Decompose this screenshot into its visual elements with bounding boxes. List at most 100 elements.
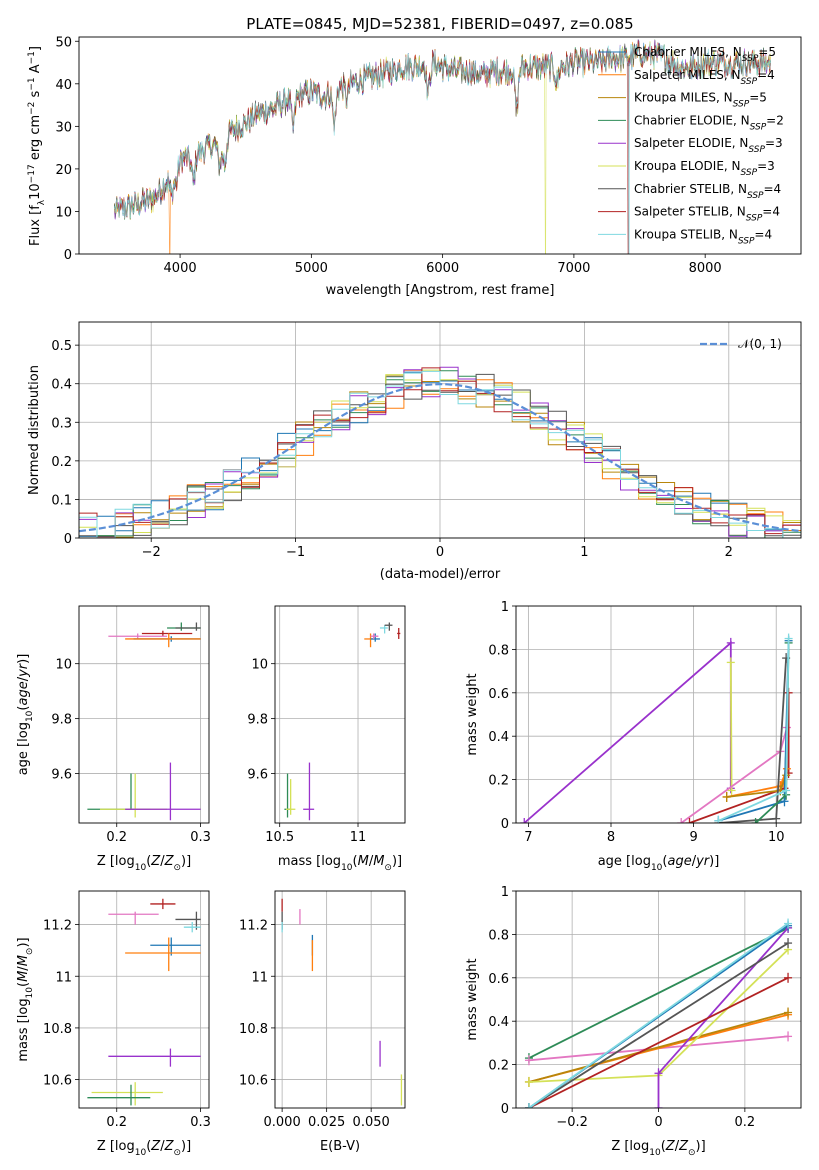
weight-line bbox=[528, 927, 789, 1059]
y-tick-label: 0.5 bbox=[51, 339, 72, 354]
legend: Chabrier MILES, NSSP=5 Salpeter MILES, NS… bbox=[598, 45, 784, 246]
x-tick-label: −2 bbox=[142, 545, 161, 560]
plot-area bbox=[275, 891, 405, 1108]
legend-entry: Chabrier ELODIE, NSSP=2 bbox=[634, 113, 784, 132]
legend-entry: Salpeter ELODIE, NSSP=3 bbox=[634, 136, 783, 155]
x-tick-label: 10.5 bbox=[265, 830, 294, 845]
y-tick-label: 0.8 bbox=[488, 928, 509, 943]
y-tick-label: 0.4 bbox=[488, 730, 509, 745]
y-axis-label: mass weight bbox=[465, 673, 480, 755]
histogram-step bbox=[79, 370, 801, 538]
axes-frame bbox=[78, 321, 802, 539]
legend-entry: Salpeter MILES, NSSP=4 bbox=[634, 68, 775, 87]
spectrum-line bbox=[114, 42, 771, 254]
y-tick-label: 9.6 bbox=[247, 768, 268, 783]
y-tick-label: 0.2 bbox=[488, 1059, 509, 1074]
plot-area bbox=[79, 891, 209, 1108]
plot-area bbox=[114, 38, 771, 254]
axes-frame bbox=[78, 605, 210, 824]
x-tick-label: 0 bbox=[436, 545, 444, 560]
axes-frame bbox=[515, 605, 802, 824]
x-tick-label: 9 bbox=[689, 830, 697, 845]
y-tick-label: 40 bbox=[55, 78, 72, 93]
legend-entry: 𝒩(0, 1) bbox=[738, 337, 782, 351]
y-tick-label: 11 bbox=[55, 970, 72, 985]
weight-Z-axes: −0.2 0 0.2 0 0.2 0.4 0.6 0.8 1 bbox=[488, 885, 802, 1130]
x-tick-label: −1 bbox=[286, 545, 305, 560]
weight-line bbox=[528, 942, 789, 1108]
x-tick-label: 5000 bbox=[295, 261, 328, 276]
y-tick-label: 10 bbox=[55, 205, 72, 220]
spectrum-line bbox=[114, 40, 771, 254]
x-tick-label: 6000 bbox=[426, 261, 459, 276]
weight-line bbox=[528, 922, 789, 1108]
y-tick-label: 0.4 bbox=[488, 1015, 509, 1030]
y-tick-label: 11 bbox=[251, 970, 268, 985]
normal-curve bbox=[79, 382, 801, 533]
y-tick-label: 11.2 bbox=[239, 919, 268, 934]
x-tick-label: 2 bbox=[725, 545, 733, 560]
x-axis-label: (data-model)/error bbox=[380, 567, 501, 582]
mass-ebv-axes: 0.000 0.025 0.050 10.6 10.8 11 11.2 bbox=[239, 890, 406, 1130]
spectrum-axes: 4000 5000 6000 7000 8000 0 10 20 30 40 50 Chabrier … bbox=[55, 35, 802, 276]
y-tick-label: 9.6 bbox=[51, 768, 72, 783]
plot-area bbox=[79, 606, 209, 823]
weight-line bbox=[689, 692, 790, 823]
y-axis-label: mass weight bbox=[465, 958, 480, 1040]
plot-area bbox=[79, 322, 801, 538]
weight-line bbox=[729, 662, 733, 791]
x-tick-label: 1 bbox=[580, 545, 588, 560]
y-tick-label: 11.2 bbox=[43, 919, 72, 934]
y-axis-label: Flux [fλ10−17 erg cm−2 s−1 A−1] bbox=[27, 46, 47, 246]
y-tick-label: 0.6 bbox=[488, 972, 509, 987]
y-tick-label: 10.8 bbox=[43, 1022, 72, 1037]
age-mass-axes: 10.5 11 9.6 9.8 10 bbox=[247, 605, 406, 845]
y-axis-label: Normed distribution bbox=[27, 365, 42, 495]
legend-entry: Kroupa MILES, NSSP=5 bbox=[634, 91, 767, 110]
legend-entry: Salpeter STELIB, NSSP=4 bbox=[634, 205, 780, 224]
legend-entry: Chabrier MILES, NSSP=5 bbox=[634, 45, 776, 64]
x-tick-label: 0.3 bbox=[190, 1115, 211, 1130]
x-axis-label: Z [log10(Z/Z⊙)] bbox=[611, 1139, 705, 1158]
y-tick-label: 10 bbox=[251, 658, 268, 673]
y-tick-label: 0 bbox=[501, 1102, 509, 1117]
y-axis-label: age [log10(age/yr)] bbox=[16, 654, 35, 776]
y-tick-label: 0.3 bbox=[51, 416, 72, 431]
x-tick-label: 0 bbox=[654, 1115, 662, 1130]
mass-Z-axes: 0.2 0.3 10.6 10.8 11 11.2 bbox=[43, 890, 211, 1130]
x-tick-label: 7000 bbox=[557, 261, 590, 276]
x-tick-label: 8 bbox=[607, 830, 615, 845]
x-axis-label: mass [log10(M/M⊙)] bbox=[278, 854, 402, 873]
x-tick-label: 0.050 bbox=[353, 1115, 390, 1130]
x-axis-label: E(B-V) bbox=[320, 1139, 360, 1154]
x-tick-label: 8000 bbox=[689, 261, 722, 276]
plot-area bbox=[516, 891, 801, 1108]
y-tick-label: 0.6 bbox=[488, 687, 509, 702]
y-tick-label: 0 bbox=[501, 817, 509, 832]
y-tick-label: 0.1 bbox=[51, 493, 72, 508]
y-tick-label: 0.8 bbox=[488, 643, 509, 658]
axes-frame bbox=[78, 36, 802, 255]
y-tick-label: 20 bbox=[55, 163, 72, 178]
x-tick-label: 0.2 bbox=[106, 1115, 127, 1130]
x-tick-label: 10 bbox=[768, 830, 785, 845]
y-tick-label: 9.8 bbox=[247, 713, 268, 728]
x-axis-label: Z [log10(Z/Z⊙)] bbox=[97, 1139, 191, 1158]
x-tick-label: 0.2 bbox=[735, 1115, 756, 1130]
x-tick-label: 0.000 bbox=[264, 1115, 301, 1130]
y-tick-label: 0 bbox=[64, 248, 72, 263]
x-tick-label: 4000 bbox=[164, 261, 197, 276]
y-tick-label: 1 bbox=[501, 885, 509, 900]
y-tick-label: 10.6 bbox=[239, 1074, 268, 1089]
axes-frame bbox=[78, 890, 210, 1109]
axes-frame bbox=[274, 890, 406, 1109]
plot-area bbox=[275, 606, 405, 823]
age-Z-axes: 0.2 0.3 9.6 9.8 10 bbox=[51, 605, 211, 845]
weight-line bbox=[528, 976, 789, 1108]
y-tick-label: 0 bbox=[64, 532, 72, 547]
x-tick-label: 7 bbox=[524, 830, 532, 845]
y-tick-label: 10.8 bbox=[239, 1022, 268, 1037]
residual-axes: −2 −1 0 1 2 0 0.1 0.2 0.3 0.4 0.5 𝒩(0, 1) bbox=[51, 321, 802, 560]
weight-line bbox=[523, 640, 732, 823]
